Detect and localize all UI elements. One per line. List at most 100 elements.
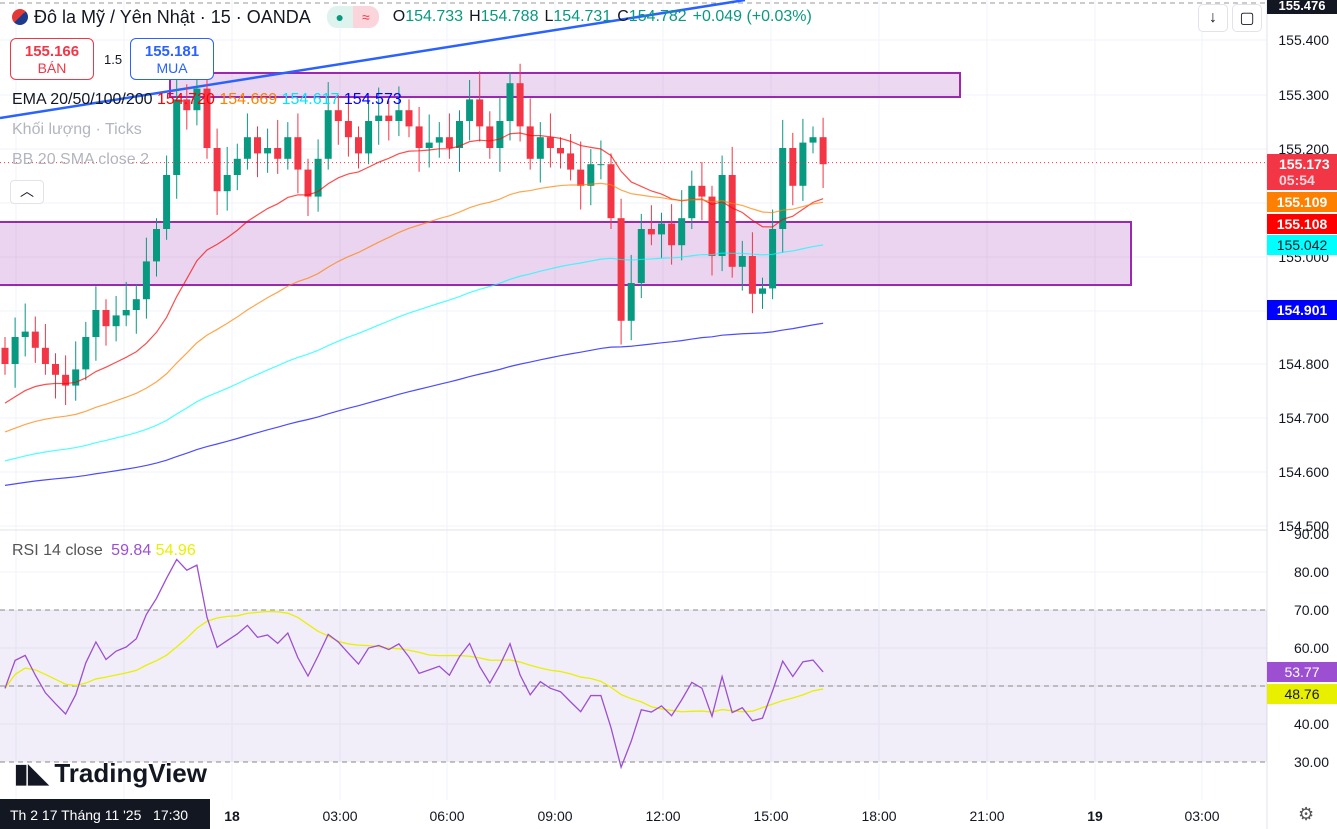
- last-price: 155.173: [1279, 156, 1330, 172]
- price-axis-label: 154.600: [1278, 464, 1329, 480]
- symbol-title[interactable]: Đô la Mỹ / Yên Nhật · 15 · OANDA: [34, 6, 311, 27]
- price-axis-label: 154.500: [1278, 518, 1329, 534]
- candle-body: [142, 261, 150, 300]
- rsi-line: [4, 558, 824, 770]
- candle-body: [243, 137, 251, 159]
- candle-body: [21, 331, 29, 337]
- last-price-tag: 155.173 05:54: [1267, 154, 1337, 190]
- candle-body: [819, 137, 827, 165]
- rsi-ma-value: 54.96: [155, 542, 196, 559]
- candle-body: [445, 137, 453, 148]
- candle-body: [324, 110, 332, 159]
- candle-body: [102, 310, 110, 327]
- candle-body: [486, 126, 494, 148]
- ema100-value: 154.617: [281, 91, 340, 108]
- candle-body: [365, 121, 373, 154]
- candle-body: [254, 137, 261, 154]
- ema50-value: 154.669: [219, 91, 278, 108]
- price-axis-label: 155.300: [1278, 87, 1329, 103]
- bb-legend[interactable]: BB 20 SMA close 2: [12, 151, 149, 168]
- candle-body: [647, 229, 655, 235]
- volume-legend[interactable]: Khối lượng · Ticks: [12, 121, 142, 138]
- candle-body: [304, 169, 312, 197]
- candle-body: [11, 337, 19, 364]
- rsi-axis-label: 90.00: [1293, 526, 1329, 542]
- change-value: +0.049 (+0.03%): [692, 8, 812, 25]
- candle-body: [506, 83, 514, 121]
- l-label: L: [544, 8, 554, 25]
- sell-price: 155.166: [24, 43, 80, 60]
- candle-body: [637, 229, 645, 283]
- buy-button[interactable]: 155.181 MUA: [130, 38, 214, 80]
- scroll-to-latest-button[interactable]: ↓: [1198, 4, 1228, 32]
- ema20-tag: 155.108: [1267, 214, 1337, 234]
- buy-price: 155.181: [144, 43, 200, 60]
- candle-body: [466, 99, 474, 121]
- high-value: 154.788: [480, 8, 539, 25]
- candle-body: [425, 142, 433, 148]
- settings-gear-icon[interactable]: ⚙: [1298, 804, 1315, 824]
- candle-body: [132, 299, 140, 310]
- candle-body: [748, 256, 756, 294]
- tradingview-logo[interactable]: ▮◣ TradingView: [14, 758, 207, 789]
- candle-body: [274, 148, 282, 159]
- time-axis-label: 18: [224, 808, 240, 824]
- candle-body: [52, 364, 59, 375]
- ema200-line: [4, 322, 824, 486]
- candle-body: [1, 347, 9, 364]
- fullscreen-button[interactable]: ▢: [1232, 4, 1262, 32]
- candle-body: [375, 115, 383, 121]
- price-axis-label: 154.800: [1278, 356, 1329, 372]
- open-value: 154.733: [405, 8, 464, 25]
- rsi-axis-label: 80.00: [1293, 564, 1329, 580]
- ema50-tag: 155.109: [1267, 192, 1337, 212]
- time-axis-label: 06:00: [429, 808, 465, 824]
- rsi-ma-line: [4, 610, 824, 713]
- market-status-pill[interactable]: ● ≈: [326, 6, 379, 28]
- ema-label: EMA 20/50/100/200: [12, 91, 153, 108]
- candle-body: [122, 310, 130, 316]
- candle-body: [31, 331, 39, 348]
- rsi-axis-label: 40.00: [1293, 716, 1329, 732]
- candle-body: [678, 218, 686, 246]
- support-zone: [0, 221, 1132, 286]
- candle-body: [799, 142, 807, 186]
- candle-body: [82, 337, 90, 370]
- collapse-legend-button[interactable]: ︿: [10, 180, 44, 204]
- candle-body: [395, 110, 403, 121]
- candle-body: [284, 137, 292, 159]
- ema200-value: 154.573: [343, 91, 402, 108]
- sell-button[interactable]: 155.166 BÁN: [10, 38, 94, 80]
- candle-body: [496, 121, 504, 148]
- time-axis-label: 03:00: [1184, 808, 1220, 824]
- top-price-tag: 155.476: [1267, 0, 1337, 14]
- rsi-axis-label: 60.00: [1293, 640, 1329, 656]
- candle-body: [334, 110, 342, 121]
- ohlc-values: O154.733 H154.788 L154.731 C154.782 +0.0…: [393, 8, 812, 26]
- candle-body: [153, 229, 160, 262]
- candle-body: [779, 148, 787, 229]
- ema100-line: [4, 244, 824, 462]
- rsi-label: RSI 14 close: [12, 542, 103, 559]
- candle-body: [728, 175, 736, 267]
- time-axis-label: 15:00: [753, 808, 789, 824]
- candle-body: [526, 126, 534, 159]
- candle-body: [769, 229, 777, 289]
- candle-body: [536, 137, 544, 159]
- ema-legend[interactable]: EMA 20/50/100/200 154.720 154.669 154.61…: [12, 91, 402, 109]
- candle-body: [658, 223, 665, 235]
- candle-body: [557, 148, 564, 154]
- candle-body: [617, 218, 625, 321]
- low-value: 154.731: [553, 8, 612, 25]
- time-axis-label: 12:00: [645, 808, 681, 824]
- candle-body: [223, 175, 231, 192]
- candle-body: [92, 310, 100, 337]
- candle-body: [62, 374, 70, 386]
- ema20-value: 154.720: [157, 91, 215, 108]
- rsi-legend[interactable]: RSI 14 close 59.84 54.96: [12, 542, 196, 560]
- candle-body: [163, 175, 171, 229]
- delay-icon: ≈: [352, 6, 379, 28]
- bar-countdown: 05:54: [1279, 172, 1315, 188]
- arrow-down-icon: ↓: [1209, 9, 1217, 26]
